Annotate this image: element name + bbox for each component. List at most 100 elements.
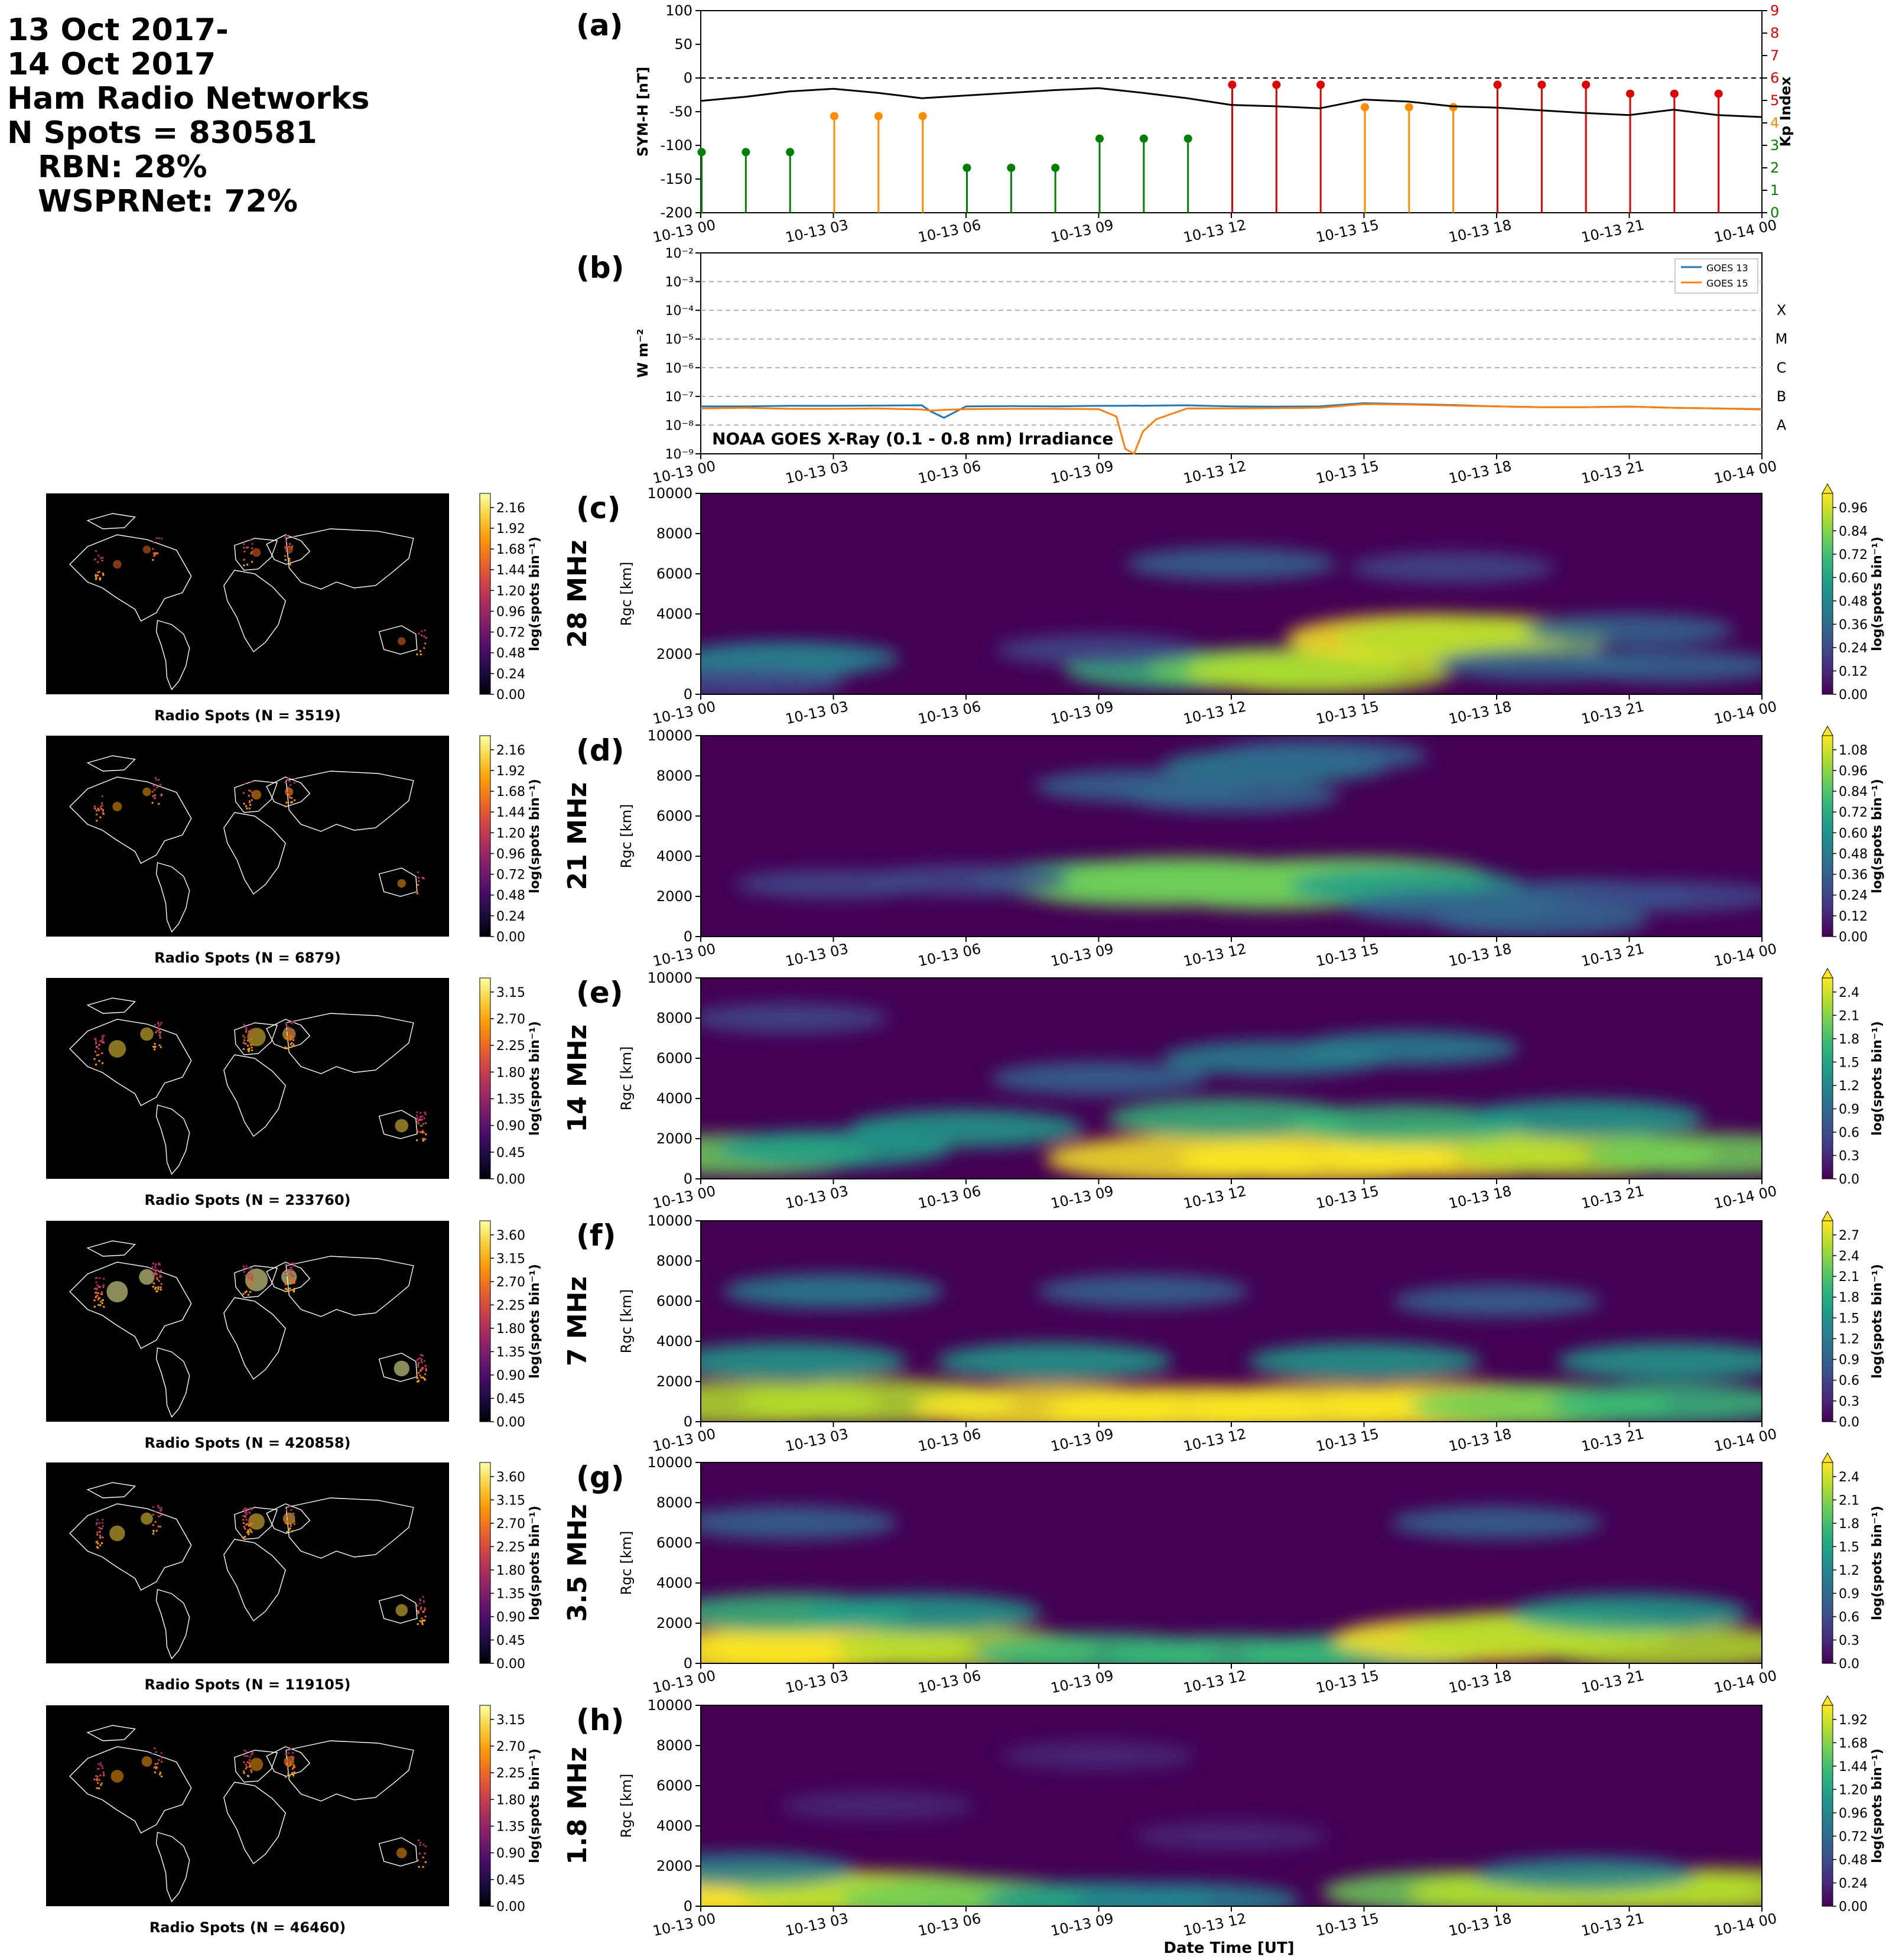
kp-point	[830, 112, 838, 121]
map-spot	[290, 1037, 292, 1039]
heatmap-colorbar-tick-label: 0.48	[1839, 847, 1868, 862]
heatmap-colorbar-tick-label: 0.9	[1839, 1102, 1859, 1117]
map-spot	[97, 1286, 100, 1288]
heatmap-xtick-label: 10-14 00	[1712, 1910, 1778, 1939]
map-spot	[284, 559, 287, 561]
coastline	[86, 513, 136, 529]
map-colorbar-tick-label: 1.80	[496, 1793, 525, 1808]
map-spot	[100, 1782, 103, 1785]
heatmap-colorbar-bar	[1822, 1462, 1833, 1664]
map-colorbar-tick-label: 0.72	[496, 868, 525, 883]
map-spot	[158, 802, 160, 805]
map-spot	[416, 1139, 418, 1142]
coastline	[378, 1837, 418, 1867]
map-spot	[248, 1048, 251, 1051]
goes-legend-box	[1674, 258, 1758, 294]
heatmap-xtick-label: 10-13 06	[916, 1667, 982, 1696]
map-background	[46, 1462, 449, 1663]
map-spot	[419, 1603, 421, 1605]
map-spot	[243, 564, 245, 567]
coastline	[285, 1256, 414, 1317]
map-spot	[246, 1531, 249, 1533]
map-spot	[292, 1774, 295, 1777]
panel-label: (g)	[576, 1460, 625, 1494]
map-spot	[100, 1784, 102, 1786]
map-colorbar-tick-label: 1.44	[496, 805, 525, 820]
map-spot	[424, 1111, 426, 1114]
map-spot	[415, 890, 418, 892]
map-spot	[243, 1267, 246, 1269]
map-spot	[101, 1293, 103, 1295]
heatmap-ytick-label: 2000	[656, 646, 692, 662]
map-spot	[285, 1288, 287, 1291]
map-spot	[418, 1839, 420, 1841]
heatmap-cell	[1123, 779, 1340, 813]
map-spot	[154, 1042, 156, 1045]
map-spot	[251, 561, 253, 563]
map-background	[46, 493, 449, 694]
coastline	[285, 1013, 414, 1074]
heatmap-colorbar-tick-label: 1.08	[1839, 743, 1868, 758]
map-spot	[96, 1288, 98, 1291]
map-spot	[291, 1022, 293, 1025]
map-spot	[100, 1041, 103, 1043]
map-spot	[96, 1777, 98, 1780]
map-spot	[424, 1616, 427, 1618]
map-spot	[249, 1519, 252, 1522]
map-colorbar-tick-label: 0.96	[496, 604, 525, 619]
map-spot	[159, 1275, 161, 1277]
heatmap-cell	[701, 1852, 856, 1888]
heatmap-ylabel: Rgc [km]	[618, 804, 635, 869]
goes-ytick-label: 10⁻⁵	[665, 333, 694, 347]
heatmap-colorbar-tick-label: 0.48	[1839, 1853, 1868, 1868]
map-spot	[156, 1269, 158, 1271]
heatmap-colorbar-tick-label: 1.8	[1839, 1517, 1859, 1532]
map-spot	[289, 563, 291, 565]
map-spot	[154, 1048, 156, 1051]
map-spot	[287, 786, 290, 789]
map-spot	[102, 808, 104, 811]
map-spot	[418, 1380, 420, 1382]
heatmap-ytick-label: 8000	[656, 525, 692, 542]
map-colorbar-tick-label: 1.35	[496, 1587, 525, 1601]
map-spot	[418, 880, 420, 882]
heatmap-colorbar-extend	[1822, 967, 1833, 979]
map-spot	[288, 560, 291, 562]
map-spot	[154, 1269, 156, 1271]
map-spot	[156, 1290, 158, 1292]
map-colorbar-tick-label: 2.70	[496, 1275, 525, 1290]
coastline	[69, 534, 192, 622]
map-spot	[422, 1856, 424, 1858]
map-colorbar-label: log(spots bin⁻¹)	[528, 1264, 542, 1379]
map-spot	[152, 1282, 155, 1284]
map-spot	[158, 1263, 160, 1266]
map-spot	[285, 1022, 288, 1025]
goes-legend-label: GOES 15	[1706, 278, 1748, 289]
symh-xtick-label: 10-13 12	[1182, 216, 1247, 246]
map-hotspot	[142, 545, 151, 554]
map-colorbar-bar	[479, 1220, 491, 1422]
map-spot	[243, 1271, 245, 1273]
map-spot	[292, 1756, 295, 1759]
coastline	[155, 1832, 190, 1903]
map-spot	[156, 1766, 158, 1769]
map-coastlines	[69, 1482, 418, 1660]
map-spot	[288, 543, 291, 545]
map-spot	[155, 1276, 158, 1279]
map-spot	[96, 1768, 99, 1770]
map-spot	[99, 577, 101, 580]
map-spot	[242, 1519, 245, 1521]
map-spot	[246, 807, 248, 810]
map-spot	[421, 1620, 424, 1622]
map-spot	[93, 1305, 96, 1308]
map-spot	[160, 1022, 162, 1024]
heatmap-xtick-label: 10-13 06	[916, 1910, 982, 1939]
map-spot	[417, 1366, 420, 1368]
map-spot	[158, 1031, 161, 1033]
map-spot	[248, 807, 251, 810]
heatmap-colorbar-tick-label: 0.3	[1839, 1395, 1859, 1409]
map-spot	[288, 558, 291, 560]
map-spot	[102, 1767, 104, 1769]
world-map	[46, 493, 449, 694]
heatmap-colorbar-tick-label: 0.36	[1839, 868, 1868, 883]
